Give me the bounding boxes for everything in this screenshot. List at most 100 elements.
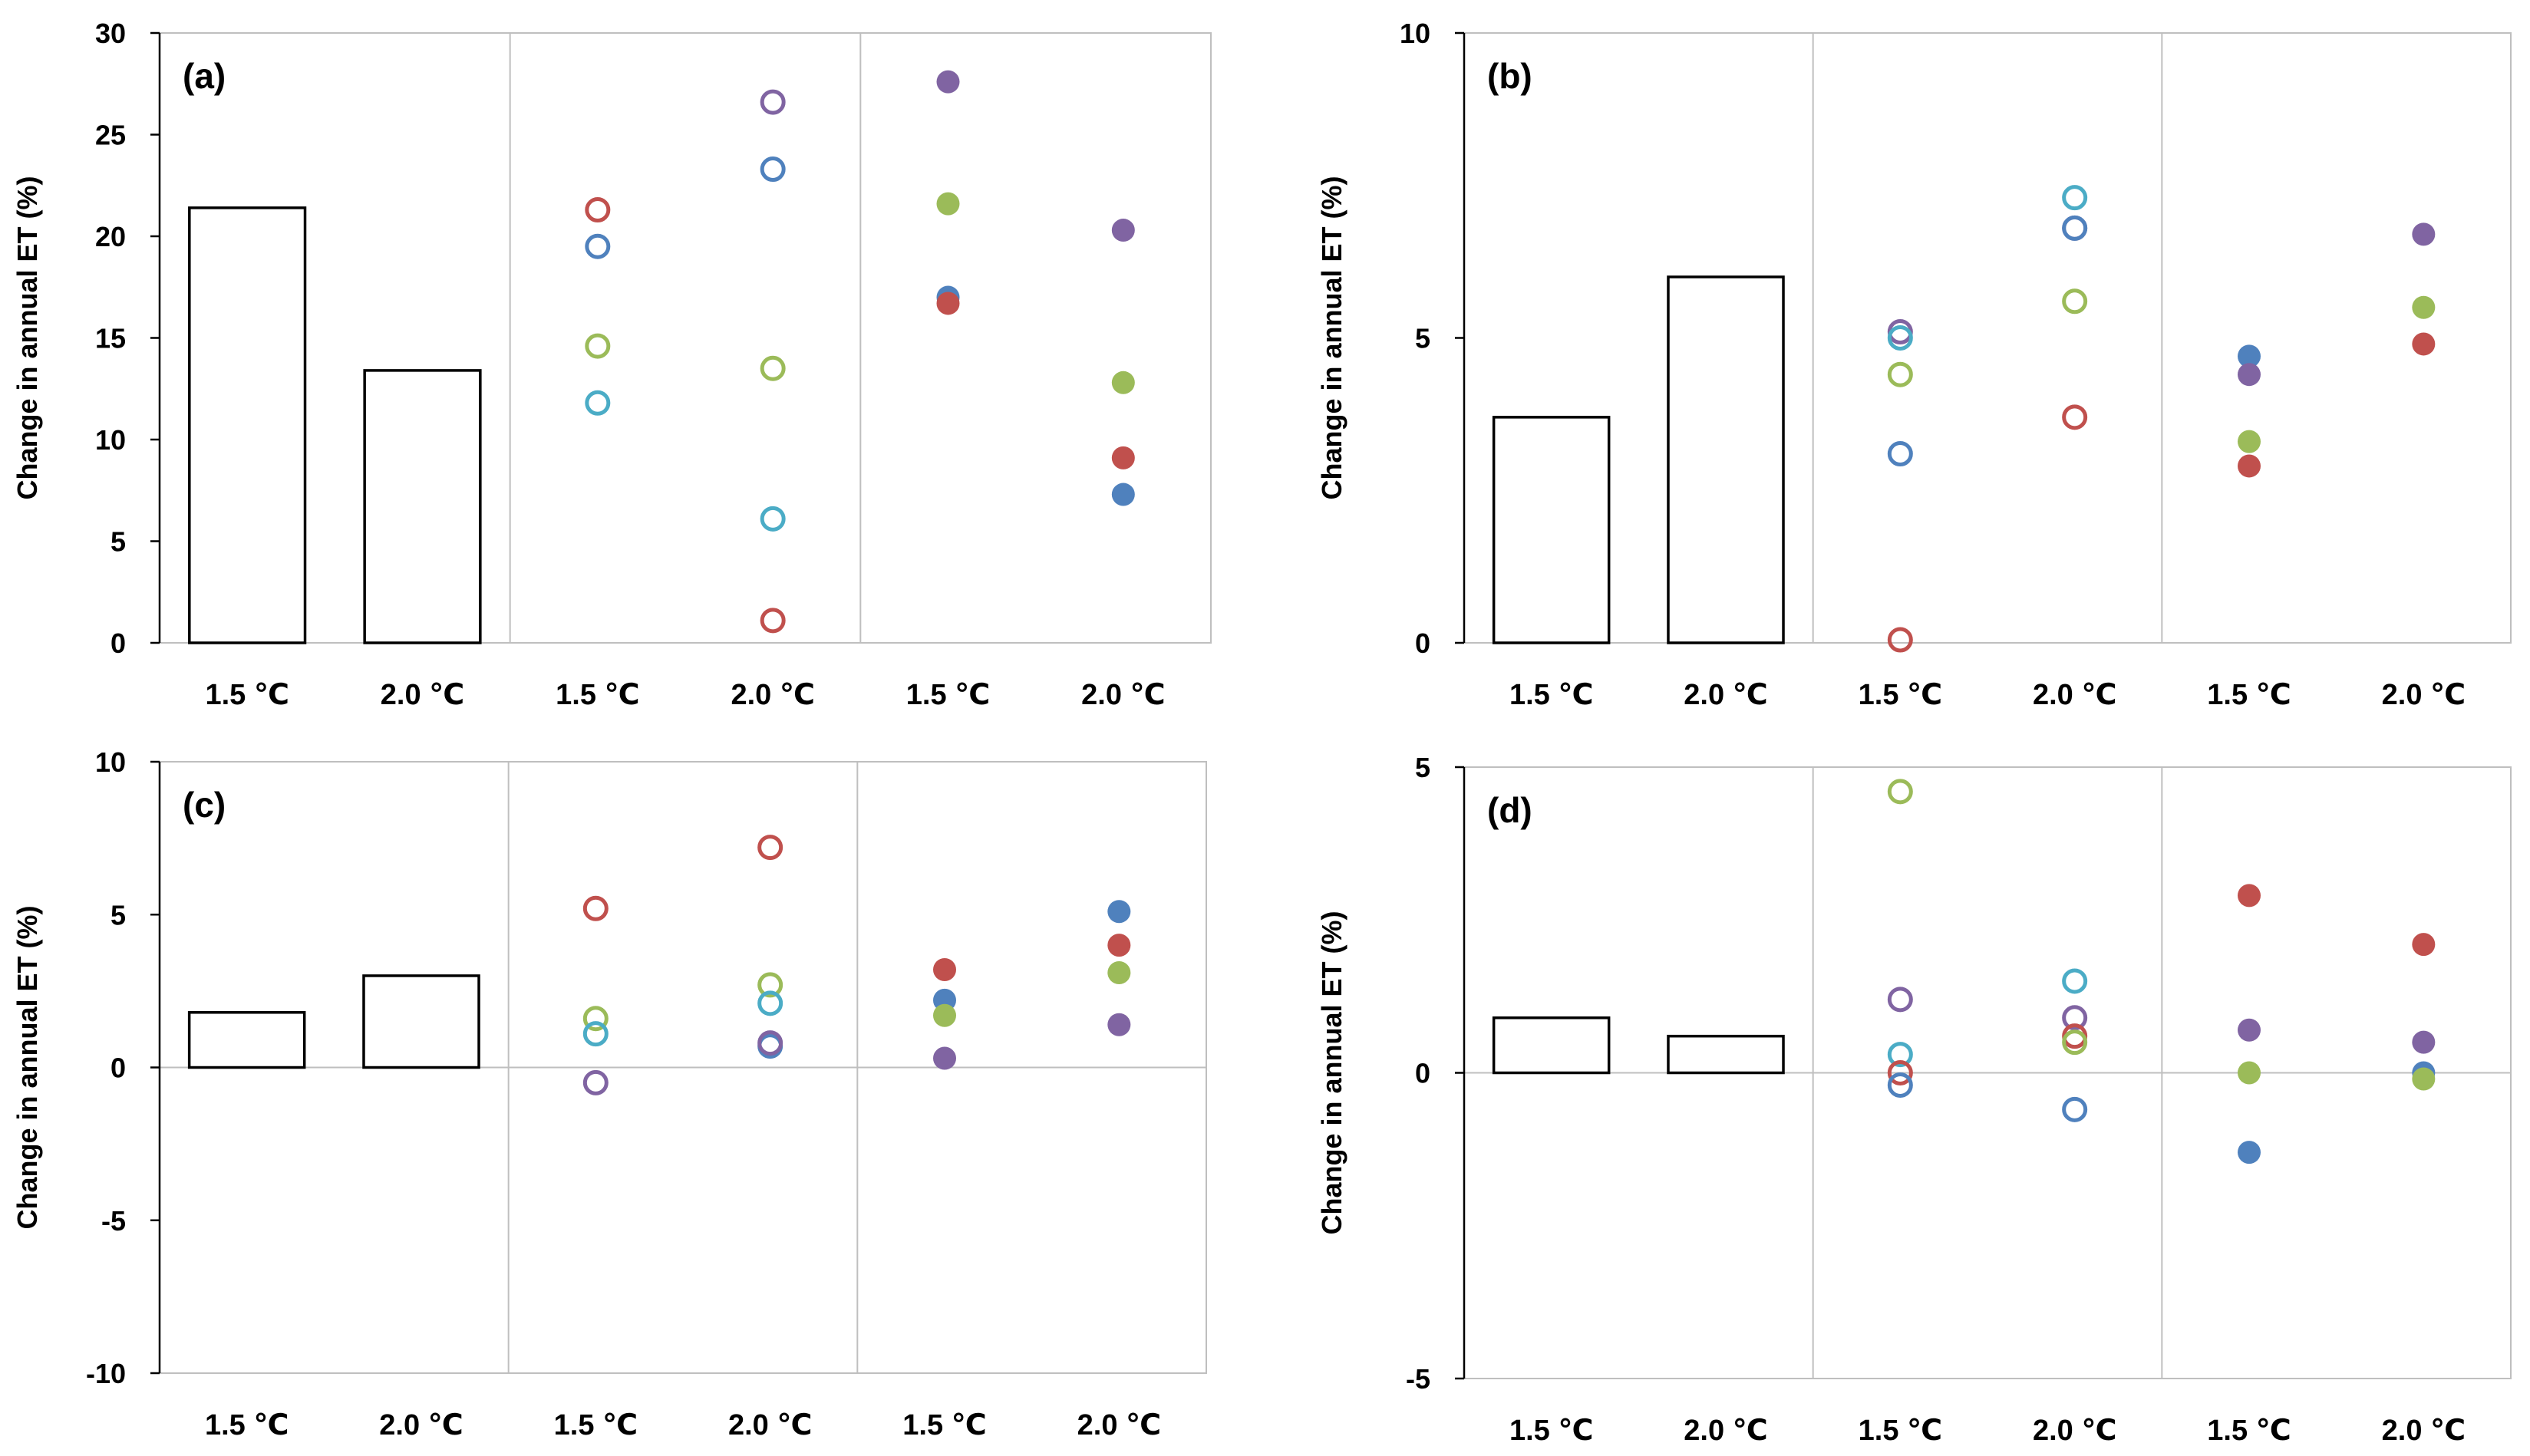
filled-point-green bbox=[1111, 371, 1135, 394]
x-tick-label: 1.5 ℃ bbox=[556, 679, 639, 711]
open-point-red bbox=[2062, 404, 2088, 430]
open-point-green bbox=[1887, 361, 1913, 387]
y-tick-label: 5 bbox=[111, 526, 126, 558]
filled-point-purple bbox=[1107, 1013, 1131, 1036]
x-tick-label: 2.0 ℃ bbox=[1077, 1409, 1161, 1441]
filled-point-purple bbox=[936, 70, 960, 94]
x-tick-label: 2.0 ℃ bbox=[728, 1409, 812, 1441]
open-point-red bbox=[582, 895, 609, 921]
x-tick-label: 2.0 ℃ bbox=[381, 679, 464, 711]
x-tick-label: 1.5 ℃ bbox=[902, 1409, 986, 1441]
x-tick-label: 1.5 ℃ bbox=[906, 679, 990, 711]
open-point-red bbox=[585, 197, 611, 223]
open-point-cyan bbox=[1887, 325, 1913, 351]
plot-area-border bbox=[1463, 32, 2512, 644]
bar bbox=[363, 369, 482, 644]
filled-point-blue bbox=[2238, 1141, 2261, 1164]
y-tick-label: -5 bbox=[1406, 1363, 1430, 1395]
y-tick-label: 20 bbox=[95, 221, 126, 252]
filled-point-blue bbox=[2238, 344, 2261, 368]
filled-point-red bbox=[2238, 454, 2261, 478]
filled-point-blue bbox=[1111, 483, 1135, 506]
open-point-red bbox=[757, 835, 783, 861]
y-tick-label: 5 bbox=[1415, 323, 1430, 354]
y-tick-label: -5 bbox=[101, 1205, 126, 1237]
x-tick-label: 2.0 ℃ bbox=[2033, 679, 2116, 711]
x-tick-label: 2.0 ℃ bbox=[1684, 679, 1767, 711]
filled-point-green bbox=[936, 192, 960, 216]
y-tick-label: 5 bbox=[111, 899, 126, 931]
y-axis-label: Change in annual ET (%) bbox=[1316, 911, 1347, 1234]
bar bbox=[362, 974, 480, 1069]
filled-point-red bbox=[933, 957, 956, 981]
open-point-cyan bbox=[2062, 968, 2088, 994]
open-point-purple bbox=[1887, 987, 1913, 1013]
open-point-blue bbox=[760, 156, 786, 183]
panel-label: (c) bbox=[183, 785, 226, 825]
y-tick-label: 30 bbox=[95, 18, 126, 49]
panel-label: (a) bbox=[183, 56, 226, 96]
open-point-cyan bbox=[585, 390, 611, 416]
y-tick-label: 10 bbox=[95, 746, 126, 778]
filled-point-red bbox=[2238, 884, 2261, 908]
open-point-purple bbox=[2062, 1005, 2088, 1031]
y-tick-label: 10 bbox=[95, 424, 126, 456]
open-point-cyan bbox=[757, 990, 783, 1016]
y-tick-label: 0 bbox=[111, 628, 126, 659]
open-point-green bbox=[2062, 1029, 2088, 1056]
x-tick-label: 1.5 ℃ bbox=[205, 1409, 289, 1441]
open-point-purple bbox=[582, 1069, 609, 1095]
bar bbox=[1492, 1016, 1611, 1075]
open-point-purple bbox=[757, 1030, 783, 1056]
y-tick-label: -10 bbox=[86, 1358, 126, 1389]
x-tick-label: 1.5 ℃ bbox=[2207, 679, 2291, 711]
open-point-red bbox=[1887, 627, 1913, 653]
filled-point-red bbox=[1107, 934, 1131, 957]
filled-point-green bbox=[933, 1003, 956, 1027]
x-tick-label: 2.0 ℃ bbox=[2033, 1415, 2116, 1447]
y-axis-label: Change in annual ET (%) bbox=[12, 176, 43, 499]
filled-point-red bbox=[2412, 933, 2436, 957]
filled-point-purple bbox=[2238, 1018, 2261, 1042]
open-point-green bbox=[1887, 779, 1913, 805]
y-axis-label: Change in annual ET (%) bbox=[12, 905, 43, 1229]
x-tick-label: 2.0 ℃ bbox=[1081, 679, 1165, 711]
bar bbox=[187, 1011, 306, 1069]
open-point-green bbox=[582, 1006, 609, 1032]
open-point-cyan bbox=[582, 1021, 609, 1047]
x-tick-label: 2.0 ℃ bbox=[2382, 679, 2466, 711]
open-point-cyan bbox=[1887, 1042, 1913, 1068]
x-tick-label: 1.5 ℃ bbox=[554, 1409, 638, 1441]
panel-label: (d) bbox=[1487, 790, 1532, 830]
open-point-blue bbox=[585, 233, 611, 259]
panel-1: 0 5 10 15 20 25 30 Change in annual ET (%) 1.5 ℃… bbox=[12, 18, 1212, 711]
x-tick-label: 2.0 ℃ bbox=[731, 679, 814, 711]
filled-point-purple bbox=[933, 1046, 956, 1070]
panel-3: -10 -5 0 5 10 Change in annual ET (%) 1.5 ℃ 2.0… bbox=[12, 746, 1207, 1441]
x-tick-label: 1.5 ℃ bbox=[2207, 1415, 2291, 1447]
y-tick-label: 15 bbox=[95, 323, 126, 354]
filled-point-green bbox=[2238, 430, 2261, 453]
filled-point-green bbox=[2238, 1061, 2261, 1085]
open-point-green bbox=[760, 355, 786, 381]
panel-4: -5 0 5 Change in annual ET (%) 1.5 ℃ 2.0 ℃ 1.5… bbox=[1316, 752, 2512, 1447]
open-point-blue bbox=[2062, 215, 2088, 241]
x-tick-label: 2.0 ℃ bbox=[379, 1409, 463, 1441]
y-tick-label: 25 bbox=[95, 120, 126, 151]
panel-label: (b) bbox=[1487, 56, 1532, 96]
open-point-cyan bbox=[760, 506, 786, 532]
open-point-purple bbox=[760, 89, 786, 115]
y-tick-label: 0 bbox=[1415, 628, 1430, 659]
filled-point-green bbox=[2412, 295, 2436, 319]
panel-2: 0 5 10 Change in annual ET (%) 1.5 ℃ 2.0 ℃ 1.5… bbox=[1316, 18, 2512, 711]
x-tick-label: 2.0 ℃ bbox=[1684, 1415, 1767, 1447]
open-point-blue bbox=[1887, 1072, 1913, 1098]
x-tick-label: 2.0 ℃ bbox=[2382, 1415, 2466, 1447]
y-tick-label: 5 bbox=[1415, 752, 1430, 783]
filled-point-red bbox=[1111, 446, 1135, 469]
open-point-green bbox=[585, 333, 611, 359]
y-tick-label: 10 bbox=[1400, 18, 1430, 49]
bar bbox=[188, 206, 307, 644]
x-tick-label: 1.5 ℃ bbox=[1509, 1415, 1593, 1447]
filled-point-green bbox=[1107, 960, 1131, 984]
